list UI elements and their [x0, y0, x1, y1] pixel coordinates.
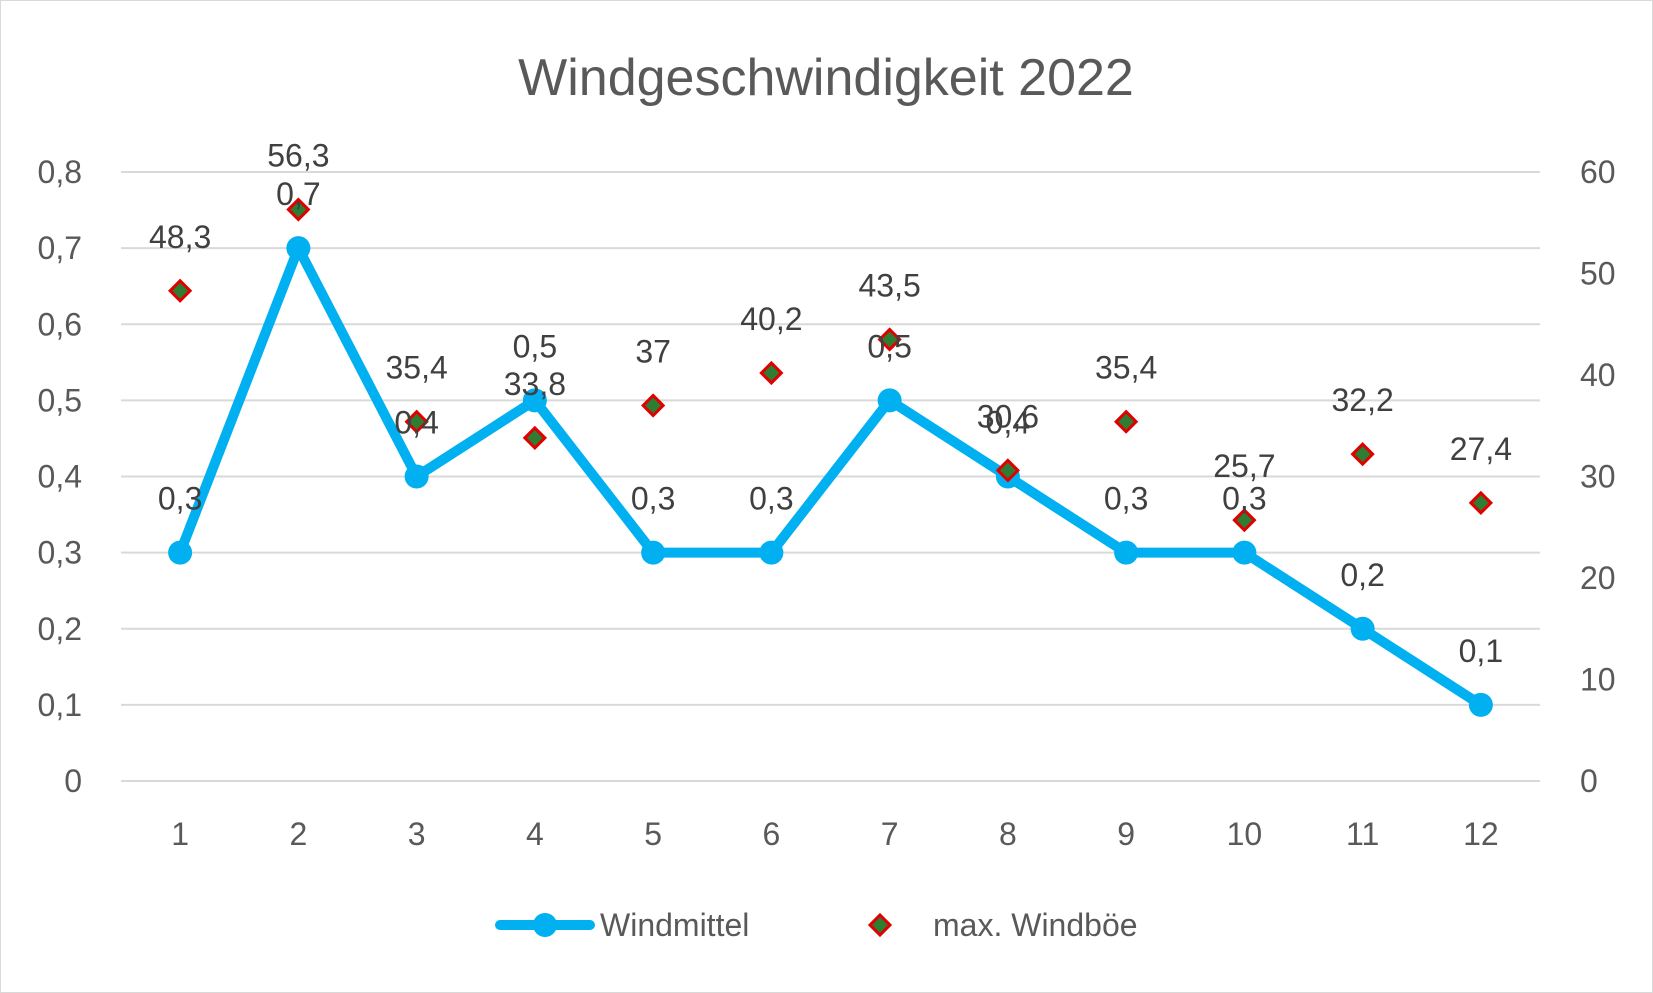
left-axis-ticks: 0 0,1 0,2 0,3 0,4 0,5 0,6 0,7 0,8 [38, 154, 82, 799]
windmittel-series [168, 236, 1493, 717]
windmittel-point [641, 540, 666, 565]
max-windboe-series [168, 197, 1494, 533]
windmittel-data-label: 0,4 [394, 405, 438, 441]
x-tick-label: 10 [1227, 816, 1263, 852]
left-tick-label: 0,2 [38, 611, 82, 647]
windmittel-point [286, 236, 311, 261]
max-windboe-data-label: 27,4 [1450, 431, 1512, 467]
legend-label-windmittel: Windmittel [600, 907, 749, 943]
x-tick-label: 6 [762, 816, 780, 852]
windmittel-data-label: 0,3 [749, 481, 793, 517]
legend-diamond-marker [867, 912, 893, 938]
right-tick-label: 50 [1580, 256, 1616, 292]
max-windboe-data-label: 40,2 [740, 301, 802, 337]
windmittel-data-label: 0,3 [158, 481, 202, 517]
windmittel-data-label: 0,2 [1340, 557, 1384, 593]
max-windboe-data-label: 43,5 [858, 267, 920, 303]
x-tick-label: 11 [1346, 816, 1379, 852]
max-windboe-point [522, 425, 547, 451]
windmittel-point [404, 464, 429, 489]
windmittel-point [1232, 540, 1257, 565]
right-tick-label: 0 [1580, 763, 1598, 799]
x-tick-label: 5 [644, 816, 662, 852]
x-tick-label: 9 [1117, 816, 1135, 852]
windmittel-data-label: 0,3 [1104, 481, 1148, 517]
x-tick-label: 3 [408, 816, 426, 852]
max-windboe-point [1232, 508, 1257, 533]
max-windboe-point [1350, 442, 1375, 467]
max-windboe-point [641, 393, 666, 418]
max-windboe-point [877, 327, 902, 352]
max-windboe-data-label: 32,2 [1331, 382, 1393, 418]
windmittel-data-label: 0,3 [631, 481, 675, 517]
left-tick-label: 0,6 [38, 306, 82, 342]
windmittel-point [1114, 540, 1139, 565]
x-tick-label: 1 [171, 816, 189, 852]
left-tick-label: 0,5 [38, 382, 82, 418]
windmittel-point [759, 540, 784, 565]
max-windboe-point [404, 409, 429, 434]
right-tick-label: 20 [1580, 560, 1616, 596]
windmittel-data-label: 0,5 [867, 328, 911, 364]
max-windboe-point [168, 278, 193, 303]
windmittel-line [175, 243, 1486, 710]
chart-title: Windgeschwindigkeit 2022 [518, 49, 1134, 107]
right-tick-label: 60 [1580, 154, 1616, 190]
left-tick-label: 0,8 [38, 154, 82, 190]
max-windboe-point [1114, 409, 1139, 434]
windmittel-point [168, 540, 193, 565]
left-tick-label: 0,1 [38, 687, 82, 723]
windmittel-point [522, 388, 547, 413]
windmittel-data-label: 0,4 [986, 405, 1030, 441]
right-tick-label: 10 [1580, 662, 1616, 698]
max-windboe-data-label: 35,4 [1095, 350, 1157, 386]
x-tick-label: 7 [881, 816, 899, 852]
windmittel-data-label: 0,1 [1459, 633, 1503, 669]
left-tick-label: 0,3 [38, 535, 82, 571]
left-tick-label: 0,4 [38, 459, 82, 495]
legend-label-max-windboe: max. Windböe [933, 907, 1138, 943]
max-windboe-point [759, 360, 784, 386]
max-windboe-point [286, 197, 311, 222]
max-windboe-data-label: 33,8 [504, 366, 566, 402]
legend-circle-marker [533, 913, 557, 937]
right-tick-label: 40 [1580, 357, 1616, 393]
right-tick-label: 30 [1580, 459, 1616, 495]
max-windboe-data-label: 25,7 [1213, 448, 1275, 484]
x-axis-ticks: 1 2 3 4 5 6 7 8 9 10 11 12 [171, 816, 1498, 852]
gridlines [121, 171, 1540, 782]
max-windboe-data-label: 30,6 [977, 398, 1039, 434]
right-axis-ticks: 0 10 20 30 40 50 60 [1580, 154, 1616, 799]
left-tick-label: 0 [64, 763, 82, 799]
windmittel-point [1468, 692, 1493, 717]
x-tick-label: 8 [999, 816, 1017, 852]
max-windboe-point [995, 458, 1021, 483]
data-labels: 0,3 0,7 0,4 0,5 0,3 0,3 0,5 0,4 0,3 0,3 0,2 0,1 48,3… [149, 138, 1512, 669]
max-windboe-point [1468, 490, 1494, 516]
windmittel-point [1350, 616, 1375, 641]
max-windboe-data-label: 48,3 [149, 219, 211, 255]
windmittel-data-label: 0,5 [513, 328, 557, 364]
legend: Windmittel max. Windböe [495, 907, 1138, 943]
max-windboe-data-label: 35,4 [385, 350, 447, 386]
x-tick-label: 2 [289, 816, 307, 852]
max-windboe-data-label: 56,3 [267, 138, 329, 174]
max-windboe-data-label: 37 [635, 333, 671, 369]
windmittel-data-label: 0,7 [276, 176, 320, 212]
left-tick-label: 0,7 [38, 230, 82, 266]
windmittel-data-label: 0,3 [1222, 481, 1266, 517]
x-tick-label: 12 [1463, 816, 1499, 852]
windmittel-point [877, 388, 902, 413]
x-tick-label: 4 [526, 816, 544, 852]
